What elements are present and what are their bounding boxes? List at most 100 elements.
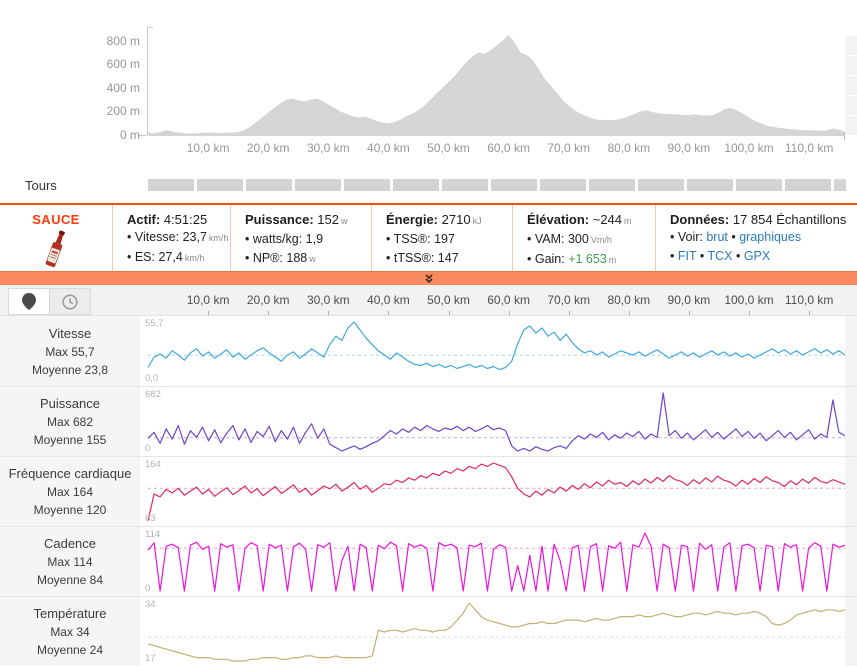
ruler-tick-mark	[388, 311, 390, 315]
elevation-side-controls[interactable]	[845, 36, 857, 135]
link-graphiques[interactable]: graphiques	[739, 230, 802, 244]
summary-section-label: Énergie:	[386, 212, 439, 227]
collapse-bar[interactable]	[0, 271, 857, 285]
elevation-y-tick-label: 0 m	[119, 128, 140, 142]
summary-stat-item: • Gain: +1 653 m	[527, 252, 617, 266]
graph-row-temp-rature: Température Max 34 Moyenne 24 34 17	[0, 596, 857, 666]
graph-row-title: Vitesse	[48, 325, 92, 341]
link-tcx[interactable]: TCX	[707, 249, 733, 263]
lap-segment[interactable]	[491, 179, 537, 191]
double-chevron-down-icon	[424, 273, 433, 283]
time-axis-button[interactable]	[50, 288, 91, 315]
ruler-tick-mark	[208, 311, 210, 315]
lap-segment[interactable]	[393, 179, 439, 191]
summary-section-label: Puissance:	[245, 212, 314, 227]
lap-segment[interactable]	[589, 179, 635, 191]
graph-row-gutter	[845, 316, 857, 386]
ruler-km-label: 90,0 km	[667, 293, 711, 307]
unit-label: km/h	[184, 253, 205, 263]
lap-segment[interactable]	[295, 179, 341, 191]
lap-segment[interactable]	[197, 179, 243, 191]
side-control-cell[interactable]	[845, 96, 857, 115]
lap-segment[interactable]	[687, 179, 733, 191]
summary-section-title: Actif: 4:51:25	[127, 212, 208, 227]
elevation-x-tick-label: 40,0 km	[367, 141, 410, 155]
unit-label: m	[624, 216, 632, 226]
unit-label: kJ	[472, 216, 482, 226]
graph-row-title: Cadence	[43, 536, 97, 551]
stat-value: +1 653	[568, 252, 607, 266]
axis-max-label: 34	[145, 599, 156, 610]
unit-label: w	[309, 254, 316, 264]
summary-stat-item: • watts/kg: 1,9	[245, 232, 324, 246]
axis-min-label: 0	[145, 443, 151, 454]
elevation-x-tick-label: 10,0 km	[186, 141, 230, 155]
ruler-tick-mark	[448, 311, 450, 315]
ruler-tick-mark	[749, 311, 750, 315]
side-control-cell[interactable]	[845, 76, 857, 95]
stat-value: 23,7	[182, 230, 207, 244]
graph-row-puissance: Puissance Max 682 Moyenne 155 682 0	[0, 386, 857, 456]
graph-row-avg: Moyenne 23,8	[31, 362, 109, 377]
summary-section-label: Actif:	[127, 212, 161, 227]
laps-label: Tours	[25, 178, 57, 193]
elevation-section: 800 m 600 m 400 m 200 m 0 m 10,0 km 20,0 km 30…	[0, 0, 857, 203]
side-control-cell[interactable]	[845, 56, 857, 75]
graph-row-max: Max 34	[50, 625, 90, 639]
clock-icon	[62, 293, 78, 310]
graph-row-chart[interactable]: 34 17	[140, 597, 845, 666]
graph-row-sidebar: Vitesse Max 55,7 Moyenne 23,8	[0, 316, 140, 386]
elevation-y-tick-label: 400 m	[106, 80, 140, 95]
graph-row-chart[interactable]: 164 63	[140, 457, 845, 526]
graph-row-avg: Moyenne 84	[36, 573, 104, 587]
summary-section-title: Énergie: 2710 kJ	[386, 212, 482, 227]
graph-row-title: Température	[33, 606, 107, 621]
summary-stat-item: • FIT • TCX • GPX	[670, 249, 771, 263]
summary-section-label: Données:	[670, 212, 730, 227]
graph-row-max: Max 682	[46, 415, 94, 429]
axis-min-label: 17	[145, 653, 156, 664]
ruler-km-label: 10,0 km	[186, 293, 230, 307]
graph-row-gutter	[845, 387, 857, 456]
elevation-y-tick-label: 800 m	[106, 33, 140, 48]
side-control-cell[interactable]	[845, 36, 857, 55]
lap-segment[interactable]	[638, 179, 684, 191]
graph-row-avg: Moyenne 155	[33, 433, 107, 447]
lap-segment[interactable]	[834, 179, 846, 191]
sauce-logo[interactable]: SAUCE	[0, 205, 112, 271]
stat-value: 188	[286, 251, 308, 265]
ruler-km-label: 40,0 km	[367, 293, 410, 307]
link-brut[interactable]: brut	[706, 230, 728, 244]
laps-row: Tours	[0, 178, 857, 193]
axis-min-label: 0	[145, 583, 151, 594]
ruler-km-label: 80,0 km	[607, 293, 651, 307]
graphs-section: 10,0 km 20,0 km 30,0 km 40,0 km 50,0 km 60,0 …	[0, 285, 857, 666]
summary-section-title: Données: 17 854 Échantillons	[670, 212, 847, 227]
graph-row-chart[interactable]: 682 0	[140, 387, 845, 456]
graph-row-sidebar: Fréquence cardiaque Max 164 Moyenne 120	[0, 457, 140, 526]
graph-row-gutter	[845, 597, 857, 666]
link-gpx[interactable]: GPX	[743, 249, 771, 263]
lap-segment[interactable]	[148, 179, 194, 191]
ruler-km-label: 50,0 km	[427, 293, 470, 307]
elevation-x-tick-label: 100,0 km	[724, 141, 774, 155]
stat-value: 27,4	[158, 250, 183, 264]
lap-segment[interactable]	[785, 179, 831, 191]
lap-segments	[148, 179, 848, 191]
lap-segment[interactable]	[540, 179, 586, 191]
distance-axis-button[interactable]	[8, 288, 50, 315]
graph-row-chart[interactable]: 114 0	[140, 527, 845, 596]
elevation-area-chart[interactable]	[148, 35, 845, 135]
graph-row-chart[interactable]: 55,7 0,0	[140, 316, 845, 386]
lap-segment[interactable]	[442, 179, 488, 191]
link-fit[interactable]: FIT	[677, 249, 697, 263]
elevation-y-tick-label: 600 m	[106, 57, 140, 72]
ruler-km-label: 110,0 km	[784, 293, 834, 307]
lap-segment[interactable]	[246, 179, 292, 191]
lap-segment[interactable]	[344, 179, 390, 191]
unit-label: km/h	[208, 233, 229, 243]
lap-segment[interactable]	[736, 179, 782, 191]
map-pin-icon	[22, 293, 36, 310]
axis-min-label: 0,0	[145, 373, 159, 384]
side-control-cell[interactable]	[845, 116, 857, 135]
